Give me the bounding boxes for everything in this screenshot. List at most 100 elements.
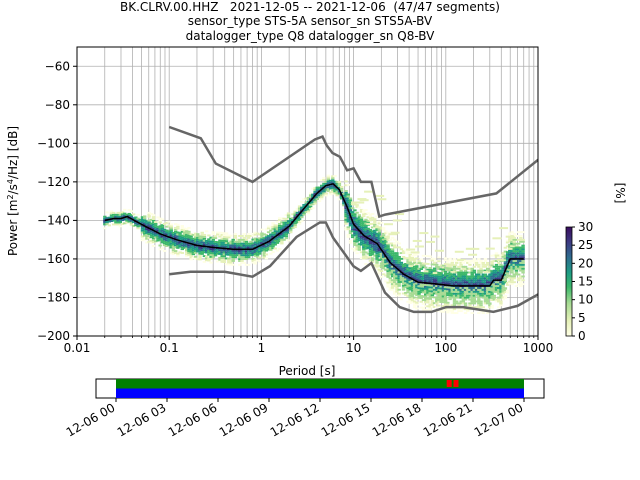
heatmap-cell (379, 241, 384, 244)
heatmap-cell (251, 238, 255, 241)
heatmap-cell (313, 189, 317, 192)
heatmap-cell (366, 233, 370, 236)
heatmap-cell (242, 256, 246, 259)
heatmap-cell (149, 240, 154, 242)
heatmap-cell (508, 261, 512, 264)
heatmap-cell (180, 242, 185, 245)
heatmap-cell (339, 203, 344, 206)
heatmap-cell (490, 297, 494, 300)
heatmap-cell (468, 298, 472, 301)
heatmap-cell (490, 287, 494, 290)
heatmap-cell (485, 267, 490, 270)
heatmap-cell (202, 237, 207, 240)
heatmap-cell (262, 241, 266, 243)
heatmap-cell (331, 179, 335, 182)
heatmap-cell (519, 277, 523, 280)
heatmap-cell (454, 275, 459, 278)
heatmap-cell (470, 273, 474, 276)
heatmap-cell (519, 248, 523, 251)
heatmap-cell (277, 248, 282, 250)
heatmap-cell (439, 287, 443, 290)
heatmap-cell (428, 270, 432, 273)
chart-title-line-2: sensor_type STS-5A sensor_sn STS5A-BV (187, 14, 433, 28)
heatmap-cell (275, 230, 280, 233)
heatmap-cell (494, 283, 499, 286)
heatmap-cell (271, 222, 275, 225)
heatmap-cell (417, 294, 421, 297)
heatmap-cell (357, 223, 362, 226)
heatmap-cell (459, 294, 463, 297)
heatmap-cell (220, 241, 224, 244)
heatmap-cell (421, 285, 426, 288)
heatmap-cell (499, 304, 503, 307)
heatmap-cell (424, 289, 428, 292)
heatmap-cell (466, 308, 470, 311)
heatmap-cell (204, 255, 209, 258)
heatmap-cell (415, 303, 419, 306)
heatmap-cell (503, 289, 508, 292)
heatmap-cell (485, 277, 490, 280)
heatmap-cell (331, 188, 335, 191)
heatmap-cell (200, 233, 204, 236)
heatmap-cell (262, 252, 266, 255)
heatmap-cell (421, 287, 426, 290)
heatmap-cell (406, 266, 410, 269)
heatmap-cell (127, 212, 131, 215)
heatmap-cell (280, 229, 284, 231)
heatmap-cell (388, 269, 393, 272)
heatmap-cell (510, 246, 514, 249)
heatmap-cell (443, 301, 448, 304)
heatmap-cell (437, 296, 441, 299)
heatmap-cell (430, 280, 435, 283)
heatmap-cell (419, 289, 423, 292)
heatmap-cell (134, 216, 138, 219)
heatmap-cell (368, 213, 373, 216)
heatmap-cell (255, 248, 260, 250)
heatmap-cell (185, 255, 189, 258)
heatmap-cell (142, 219, 147, 222)
heatmap-cell (432, 281, 437, 283)
heatmap-cell (297, 211, 302, 214)
heatmap-cell (187, 248, 191, 251)
heatmap-cell (289, 225, 293, 228)
heatmap-cell (499, 285, 503, 288)
heatmap-cell (481, 312, 485, 314)
heatmap-cell (344, 193, 348, 196)
heatmap-cell (421, 283, 426, 286)
heatmap-cell (508, 282, 512, 285)
heatmap-cell (191, 241, 196, 244)
heatmap-cell (448, 294, 452, 297)
heatmap-cell (286, 212, 291, 215)
heatmap-cell (401, 279, 406, 281)
heatmap-cell (505, 253, 510, 256)
heatmap-cell (264, 243, 269, 246)
heatmap-cell (479, 283, 483, 286)
heatmap-cell (446, 282, 450, 285)
heatmap-cell (501, 280, 505, 283)
heatmap-cell (408, 278, 412, 281)
heatmap-cell (359, 234, 364, 236)
heatmap-cell (510, 245, 520, 248)
heatmap-cell (353, 228, 357, 231)
heatmap-cell (364, 255, 368, 258)
heatmap-cell (149, 236, 154, 239)
heatmap-cell (448, 267, 452, 270)
heatmap-cell (162, 223, 167, 225)
heatmap-cell (494, 298, 499, 301)
heatmap-cell (477, 265, 481, 268)
heatmap-cell (452, 287, 457, 289)
heatmap-cell (381, 267, 386, 270)
heatmap-cell (435, 296, 439, 299)
heatmap-cell (457, 292, 461, 295)
heatmap-cell (218, 251, 222, 253)
heatmap-cell (362, 255, 366, 258)
heatmap-cell (492, 273, 497, 276)
heatmap-cell (227, 261, 231, 264)
heatmap-cell (136, 225, 140, 228)
heatmap-cell (503, 279, 508, 282)
heatmap-cell (114, 215, 118, 218)
heatmap-cell (397, 277, 401, 280)
heatmap-cell (395, 263, 399, 266)
heatmap-cell (426, 284, 430, 287)
heatmap-cell (255, 259, 260, 262)
